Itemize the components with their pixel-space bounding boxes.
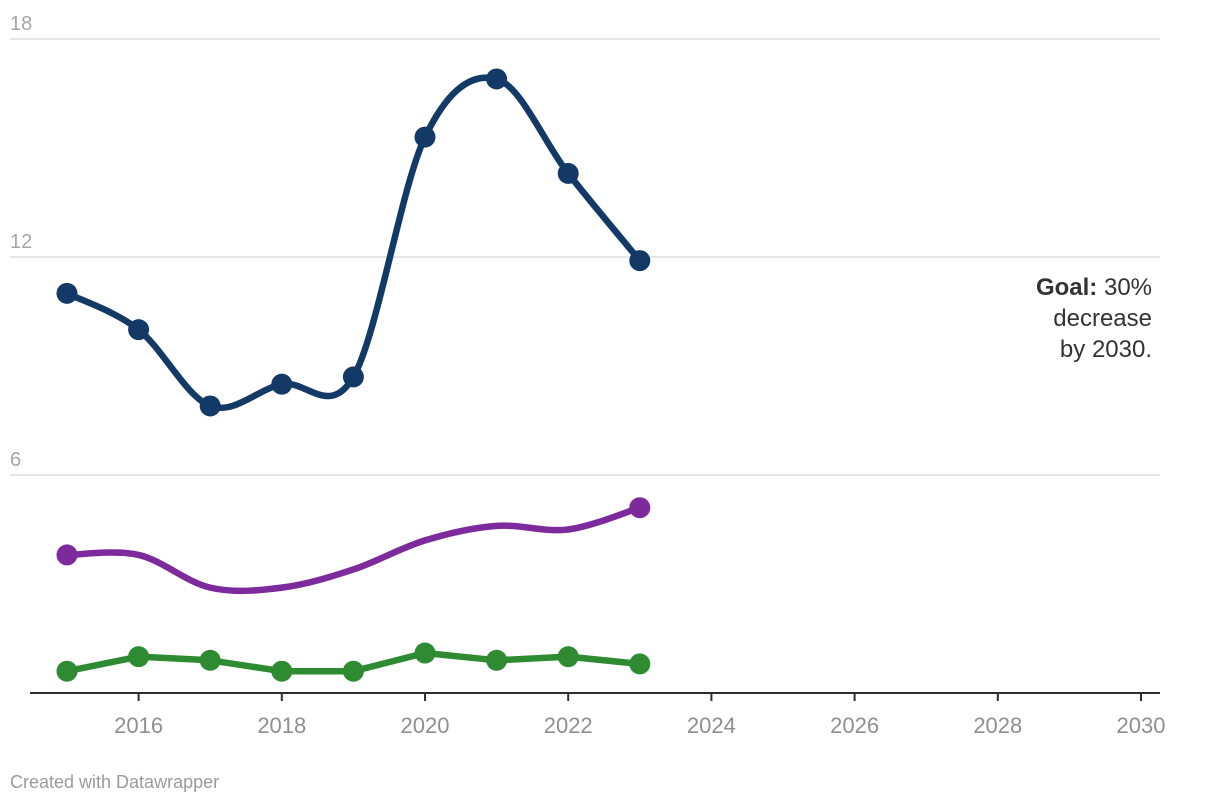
chart-area: 6 12 18 2016 2018 2020 2022 2024 2026 2028 2030 [10, 13, 1166, 738]
data-point-navy[interactable] [486, 68, 508, 90]
goal-annotation-line: decrease [1002, 303, 1152, 334]
goal-annotation: Goal: 30% decrease by 2030. [1002, 272, 1152, 365]
data-point-green[interactable] [414, 642, 436, 664]
data-point-navy[interactable] [414, 126, 436, 148]
x-axis-tick-label: 2016 [114, 713, 163, 738]
chart-container: 6 12 18 2016 2018 2020 2022 2024 2026 2028 2030 [10, 13, 1166, 738]
line-series-navy [63, 74, 644, 411]
y-axis-tick-label: 18 [10, 13, 32, 35]
x-axis-tick-label: 2022 [544, 713, 593, 738]
x-axis-tick-label: 2026 [830, 713, 879, 738]
data-point-green[interactable] [342, 660, 364, 682]
goal-annotation-text: 30% [1097, 274, 1152, 301]
data-point-purple[interactable] [629, 497, 651, 519]
x-axis-tick-label: 2024 [687, 713, 736, 738]
goal-annotation-line: by 2030. [1002, 334, 1152, 365]
x-axis-tick-label: 2028 [973, 713, 1022, 738]
data-point-green[interactable] [486, 649, 508, 671]
goal-annotation-bold: Goal: [1035, 274, 1098, 301]
line-series-purple [63, 504, 644, 595]
data-point-green[interactable] [199, 649, 221, 671]
goal-annotation-line: Goal: 30% [1002, 272, 1152, 303]
y-axis-tick-label: 12 [10, 231, 32, 253]
data-point-navy[interactable] [128, 319, 150, 341]
data-point-navy[interactable] [199, 395, 221, 417]
y-axis-tick-label: 6 [10, 449, 21, 471]
x-axis-tick-label: 2018 [257, 713, 306, 738]
x-axis-tick-label: 2030 [1117, 713, 1166, 738]
data-point-navy[interactable] [271, 373, 293, 395]
data-point-green[interactable] [271, 660, 293, 682]
data-point-navy[interactable] [557, 162, 579, 184]
data-point-purple[interactable] [56, 544, 78, 566]
x-axis-tick-label: 2020 [401, 713, 450, 738]
data-point-green[interactable] [128, 646, 150, 668]
data-point-green[interactable] [629, 653, 651, 675]
data-point-green[interactable] [557, 646, 579, 668]
goal-annotation-text: decrease [1053, 305, 1152, 332]
goal-annotation-text: by 2030. [1059, 336, 1152, 363]
data-point-green[interactable] [56, 660, 78, 682]
data-point-navy[interactable] [342, 366, 364, 388]
data-point-navy[interactable] [629, 250, 651, 272]
datawrapper-credit-link[interactable]: Created with Datawrapper [10, 772, 220, 792]
data-point-navy[interactable] [56, 282, 78, 304]
